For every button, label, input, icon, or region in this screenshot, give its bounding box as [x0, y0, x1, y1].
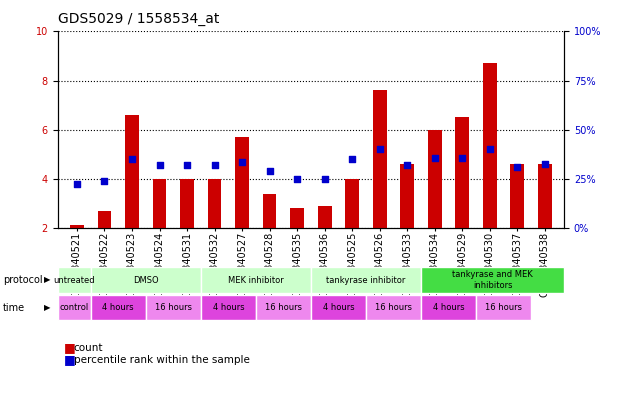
- Point: [457, 155, 467, 161]
- Text: 4 hours: 4 hours: [433, 303, 464, 312]
- Text: ■: ■: [64, 353, 76, 366]
- Bar: [97, 211, 112, 228]
- Point: [402, 162, 412, 169]
- Bar: [345, 179, 359, 228]
- Bar: [428, 130, 442, 228]
- Text: time: time: [3, 303, 26, 312]
- Text: count: count: [74, 343, 103, 353]
- Bar: [538, 164, 552, 228]
- Bar: [125, 115, 139, 228]
- Text: 4 hours: 4 hours: [322, 303, 354, 312]
- Text: ▶: ▶: [44, 275, 50, 285]
- Point: [237, 158, 247, 165]
- Text: DMSO: DMSO: [133, 275, 158, 285]
- Point: [210, 162, 220, 169]
- Point: [540, 161, 550, 167]
- Bar: [290, 208, 304, 228]
- Bar: [318, 206, 331, 228]
- Text: 16 hours: 16 hours: [265, 303, 302, 312]
- Text: percentile rank within the sample: percentile rank within the sample: [74, 354, 249, 365]
- Bar: [483, 63, 497, 228]
- Text: GDS5029 / 1558534_at: GDS5029 / 1558534_at: [58, 11, 219, 26]
- Point: [154, 162, 165, 169]
- Text: tankyrase inhibitor: tankyrase inhibitor: [326, 275, 406, 285]
- Bar: [235, 137, 249, 228]
- Point: [127, 156, 137, 162]
- Bar: [373, 90, 387, 228]
- Text: protocol: protocol: [3, 275, 43, 285]
- Text: untreated: untreated: [53, 275, 95, 285]
- Point: [374, 146, 385, 152]
- Bar: [70, 226, 84, 228]
- Text: 16 hours: 16 hours: [375, 303, 412, 312]
- Text: ▶: ▶: [44, 303, 50, 312]
- Text: tankyrase and MEK
inhibitors: tankyrase and MEK inhibitors: [452, 270, 533, 290]
- Point: [72, 181, 82, 187]
- Bar: [401, 164, 414, 228]
- Point: [485, 146, 495, 152]
- Text: 16 hours: 16 hours: [485, 303, 522, 312]
- Point: [265, 168, 275, 174]
- Text: MEK inhibitor: MEK inhibitor: [228, 275, 284, 285]
- Bar: [208, 179, 221, 228]
- Text: control: control: [60, 303, 89, 312]
- Text: 16 hours: 16 hours: [154, 303, 192, 312]
- Bar: [153, 179, 167, 228]
- Bar: [180, 179, 194, 228]
- Bar: [455, 118, 469, 228]
- Bar: [263, 193, 276, 228]
- Point: [347, 156, 357, 162]
- Text: 4 hours: 4 hours: [103, 303, 134, 312]
- Point: [99, 178, 110, 184]
- Bar: [510, 164, 524, 228]
- Point: [319, 176, 329, 182]
- Text: ■: ■: [64, 341, 76, 354]
- Point: [429, 155, 440, 161]
- Point: [182, 162, 192, 169]
- Point: [512, 163, 522, 170]
- Point: [292, 176, 303, 182]
- Text: 4 hours: 4 hours: [213, 303, 244, 312]
